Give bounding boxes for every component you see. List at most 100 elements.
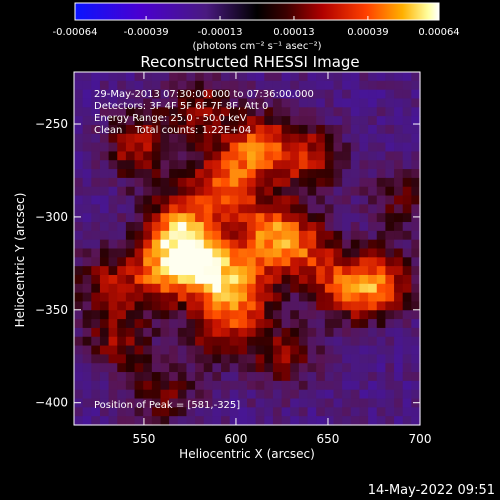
- heatmap-cell: [394, 416, 404, 426]
- heatmap-cell: [368, 345, 378, 355]
- heatmap-cell: [99, 124, 110, 135]
- heatmap-cell: [394, 336, 404, 347]
- heatmap-cell: [281, 186, 291, 197]
- timestamp: 14-May-2022 09:51: [368, 483, 495, 498]
- heatmap-cell: [385, 222, 395, 232]
- heatmap-cell: [350, 213, 361, 223]
- heatmap-cell: [229, 186, 239, 197]
- heatmap-cell: [316, 124, 326, 135]
- heatmap-cell: [117, 124, 127, 135]
- heatmap-cell: [221, 319, 231, 329]
- heatmap-cell: [264, 389, 274, 400]
- heatmap-cell: [195, 169, 205, 179]
- heatmap-cell: [134, 389, 144, 400]
- heatmap-cell: [307, 292, 317, 303]
- heatmap-cell: [316, 354, 326, 364]
- heatmap-cell: [238, 363, 248, 373]
- heatmap-cell: [108, 72, 118, 82]
- heatmap-cell: [117, 248, 127, 258]
- heatmap-cell: [160, 266, 170, 276]
- heatmap-cell: [307, 89, 317, 100]
- heatmap-cell: [290, 336, 300, 347]
- heatmap-cell: [134, 301, 144, 311]
- heatmap-cell: [385, 116, 395, 126]
- heatmap-cell: [394, 72, 404, 82]
- heatmap-cell: [82, 363, 92, 373]
- heatmap-cell: [91, 116, 101, 126]
- heatmap-cell: [359, 80, 369, 91]
- heatmap-cell: [195, 336, 205, 347]
- heatmap-cell: [247, 160, 257, 170]
- heatmap-cell: [272, 380, 283, 391]
- heatmap-cell: [91, 160, 101, 170]
- heatmap-cell: [333, 195, 343, 205]
- heatmap-cell: [108, 345, 118, 355]
- heatmap-cell: [238, 72, 248, 82]
- heatmap-cell: [402, 380, 412, 391]
- heatmap-cell: [290, 213, 300, 223]
- heatmap-cell: [203, 195, 213, 205]
- heatmap-cell: [307, 239, 317, 250]
- heatmap-cell: [376, 380, 386, 391]
- heatmap-cell: [229, 345, 239, 355]
- heatmap-cell: [359, 416, 369, 426]
- heatmap-cell: [402, 72, 412, 82]
- heatmap-cell: [160, 89, 170, 100]
- heatmap-cell: [108, 169, 118, 179]
- heatmap-cell: [316, 177, 326, 188]
- heatmap-cell: [333, 116, 343, 126]
- heatmap-cell: [333, 80, 343, 91]
- heatmap-cell: [99, 407, 110, 417]
- heatmap-cell: [221, 204, 231, 214]
- heatmap-cell: [212, 116, 222, 126]
- heatmap-cell: [117, 416, 127, 426]
- heatmap-cell: [160, 204, 170, 214]
- heatmap-cell: [203, 407, 213, 417]
- heatmap-cell: [359, 274, 369, 285]
- heatmap-cell: [160, 169, 170, 179]
- heatmap-cell: [264, 266, 274, 276]
- heatmap-cell: [411, 239, 421, 250]
- heatmap-cell: [99, 116, 110, 126]
- heatmap-cell: [402, 416, 412, 426]
- heatmap-cell: [324, 257, 335, 267]
- heatmap-cell: [221, 72, 231, 82]
- heatmap-cell: [186, 98, 196, 108]
- heatmap-cell: [255, 195, 265, 205]
- heatmap-cell: [74, 213, 84, 223]
- heatmap-cell: [342, 407, 352, 417]
- heatmap-cell: [108, 98, 118, 108]
- heatmap-cell: [169, 380, 179, 391]
- heatmap-cell: [394, 204, 404, 214]
- heatmap-cell: [247, 248, 257, 258]
- peak-position-label: Position of Peak = [581,-325]: [94, 400, 240, 411]
- heatmap-cell: [376, 116, 386, 126]
- heatmap-cell: [125, 124, 136, 135]
- heatmap-cell: [402, 407, 412, 417]
- heatmap-cell: [272, 239, 283, 250]
- heatmap-cell: [255, 283, 265, 294]
- heatmap-cell: [350, 274, 361, 285]
- heatmap-cell: [324, 354, 335, 364]
- heatmap-cell: [272, 266, 283, 276]
- heatmap-cell: [134, 380, 144, 391]
- heatmap-cell: [125, 398, 136, 408]
- heatmap-cell: [203, 266, 213, 276]
- heatmap-cell: [169, 283, 179, 294]
- heatmap-cell: [298, 301, 309, 311]
- heatmap-cell: [99, 310, 110, 320]
- heatmap-cell: [402, 310, 412, 320]
- plot-frame: [73, 71, 421, 426]
- heatmap-cell: [221, 160, 231, 170]
- heatmap-cell: [402, 336, 412, 347]
- heatmap-cell: [264, 398, 274, 408]
- heatmap-cell: [342, 98, 352, 108]
- heatmap-cell: [307, 301, 317, 311]
- heatmap-cell: [117, 274, 127, 285]
- heatmap-cell: [411, 416, 421, 426]
- heatmap-cell: [151, 169, 162, 179]
- heatmap-cell: [394, 257, 404, 267]
- heatmap-cell: [221, 407, 231, 417]
- heatmap-cell: [350, 372, 361, 382]
- heatmap-cell: [99, 274, 110, 285]
